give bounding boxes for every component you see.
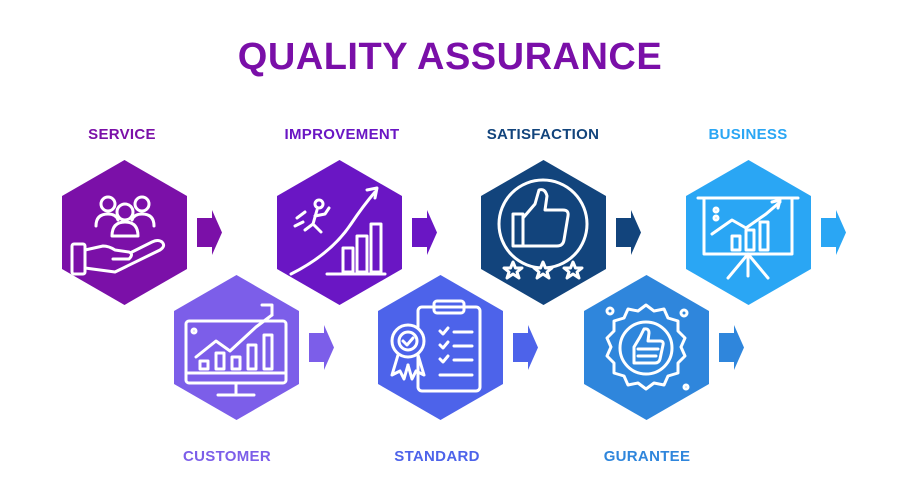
hexagon-shape (174, 275, 299, 420)
guarantee-badge-icon (605, 303, 690, 391)
hex-customer (164, 275, 334, 420)
hand-with-people-icon (70, 195, 166, 276)
label-customer: CUSTOMER (183, 448, 271, 465)
label-service: SERVICE (88, 126, 156, 143)
thumbs-up-three-stars-icon (497, 178, 589, 280)
arrow-right-icon (616, 210, 641, 255)
arrow-right-icon (197, 210, 222, 255)
person-climbing-growth-icon (289, 186, 387, 276)
hex-business (676, 160, 846, 305)
hex-standard (368, 275, 538, 420)
arrow-right-icon (513, 325, 538, 370)
page-title: QUALITY ASSURANCE (237, 36, 663, 78)
arrow-right-icon (309, 325, 334, 370)
arrow-right-icon (412, 210, 437, 255)
arrow-right-icon (821, 210, 846, 255)
label-improvement: IMPROVEMENT (284, 126, 400, 143)
clipboard-award-icon (390, 299, 482, 393)
hex-gurantee (574, 275, 744, 420)
arrow-right-icon (719, 325, 744, 370)
hex-satisfaction (471, 160, 641, 305)
label-business: BUSINESS (708, 126, 788, 143)
hex-service (52, 160, 222, 305)
label-satisfaction: SATISFACTION (486, 126, 600, 143)
monitor-growth-chart-icon (184, 303, 288, 397)
label-gurantee: GURANTEE (603, 448, 691, 465)
label-standard: STANDARD (394, 448, 480, 465)
presentation-board-chart-icon (696, 196, 800, 280)
hexagon-shape (686, 160, 811, 305)
hex-improvement (267, 160, 437, 305)
